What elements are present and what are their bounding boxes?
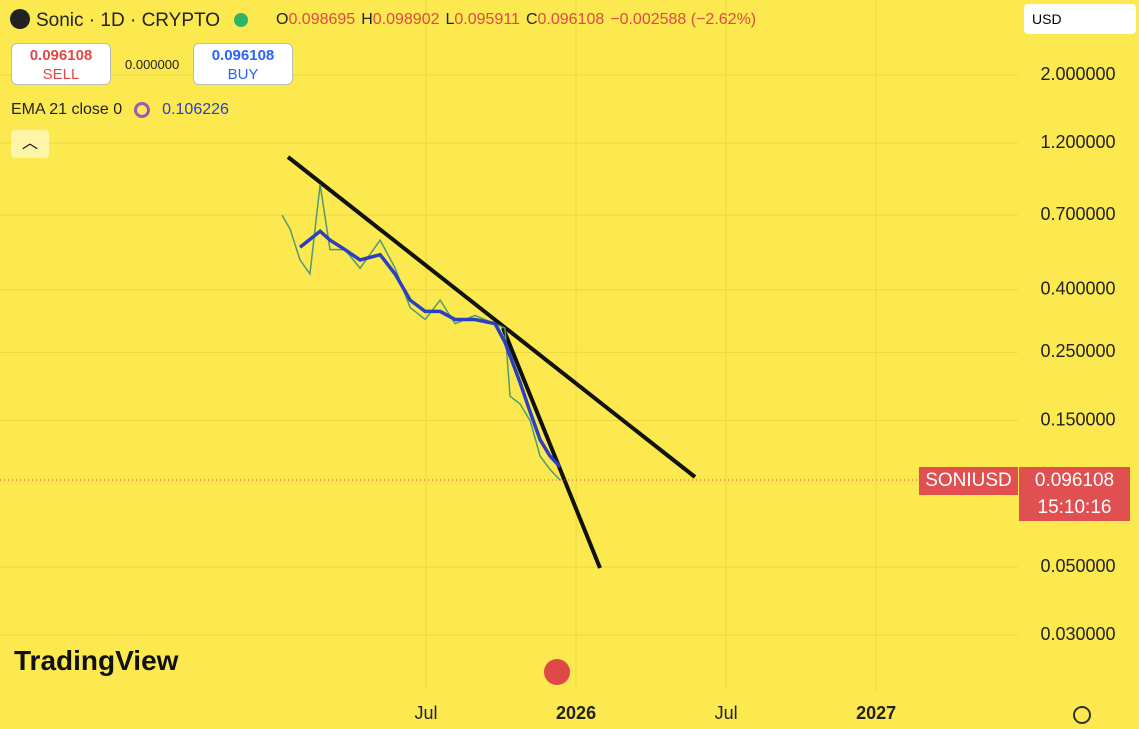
ohlc-item: O0.098695 xyxy=(276,11,355,28)
ohlc-item: L0.095911 xyxy=(445,11,519,28)
y-tick-label: 0.030000 xyxy=(1040,624,1115,644)
ohlc-value: 0.098902 xyxy=(372,11,440,28)
x-tick-label: 2027 xyxy=(856,703,896,723)
ohlc-label: O xyxy=(276,11,289,28)
y-tick-label: 0.150000 xyxy=(1040,409,1115,429)
y-tick-label: 0.400000 xyxy=(1040,278,1115,298)
y-tick-label: 1.200000 xyxy=(1040,132,1115,152)
trend-line xyxy=(286,155,697,479)
ohlc-label: H xyxy=(361,11,373,28)
y-tick-label: 0.250000 xyxy=(1040,341,1115,361)
x-tick-label: Jul xyxy=(715,703,738,723)
price-tag-symbol: SONIUSD xyxy=(919,467,1018,495)
event-icon[interactable] xyxy=(544,659,570,685)
ohlc-label: C xyxy=(525,11,538,28)
ohlc-item: H0.098902 xyxy=(361,11,439,28)
y-tick-label: 0.050000 xyxy=(1040,556,1115,576)
ohlc-label: L xyxy=(445,11,455,28)
buy-price: 0.096108 xyxy=(211,47,275,64)
ohlc-value: 0.098695 xyxy=(288,11,356,28)
ohlc-item: C0.096108 xyxy=(526,11,604,28)
x-tick-label: 2026 xyxy=(556,703,596,723)
spread: 0.000000 xyxy=(125,57,180,72)
price-tag-price: 0.096108 xyxy=(1034,470,1115,491)
indicator-value: 0.106226 xyxy=(162,101,229,118)
status-dot xyxy=(234,13,249,27)
indicator-icon xyxy=(134,102,151,118)
price-line xyxy=(281,184,561,481)
sell-button[interactable]: 0.096108 SELL xyxy=(11,43,111,85)
change: −0.002588 (−2.62%) xyxy=(610,11,757,28)
trend-line xyxy=(501,327,602,569)
symbol-text: Sonic · 1D · CRYPTO xyxy=(36,10,221,31)
sell-price: 0.096108 xyxy=(29,47,93,64)
symbol-icon xyxy=(10,9,30,29)
y-tick-label: 2.000000 xyxy=(1040,64,1115,84)
x-tick-label: Jul xyxy=(415,703,438,723)
price-tag: 0.096108 15:10:16 xyxy=(1019,467,1130,521)
sell-label: SELL xyxy=(42,66,80,83)
ohlc-value: 0.096108 xyxy=(537,11,605,28)
price-line xyxy=(298,228,562,469)
buy-label: BUY xyxy=(227,66,259,83)
price-tag-countdown: 15:10:16 xyxy=(1037,497,1112,518)
logo: TradingView xyxy=(14,645,179,676)
ohlc: O0.098695 H0.098902 L0.095911 C0.096108 −0.0… xyxy=(276,11,756,29)
indicator-name: EMA 21 close 0 xyxy=(11,101,123,118)
ohlc-value: 0.095911 xyxy=(454,11,520,28)
settings-icon[interactable] xyxy=(1073,706,1091,724)
collapse-button[interactable]: ︿ xyxy=(11,130,49,158)
buy-button[interactable]: 0.096108 BUY xyxy=(193,43,293,85)
indicator[interactable]: EMA 21 close 0 0.106226 xyxy=(11,101,229,119)
y-tick-label: 0.700000 xyxy=(1040,204,1115,224)
symbol[interactable]: Sonic · 1D · CRYPTO xyxy=(10,9,249,32)
currency-select[interactable]: USD xyxy=(1024,4,1136,34)
